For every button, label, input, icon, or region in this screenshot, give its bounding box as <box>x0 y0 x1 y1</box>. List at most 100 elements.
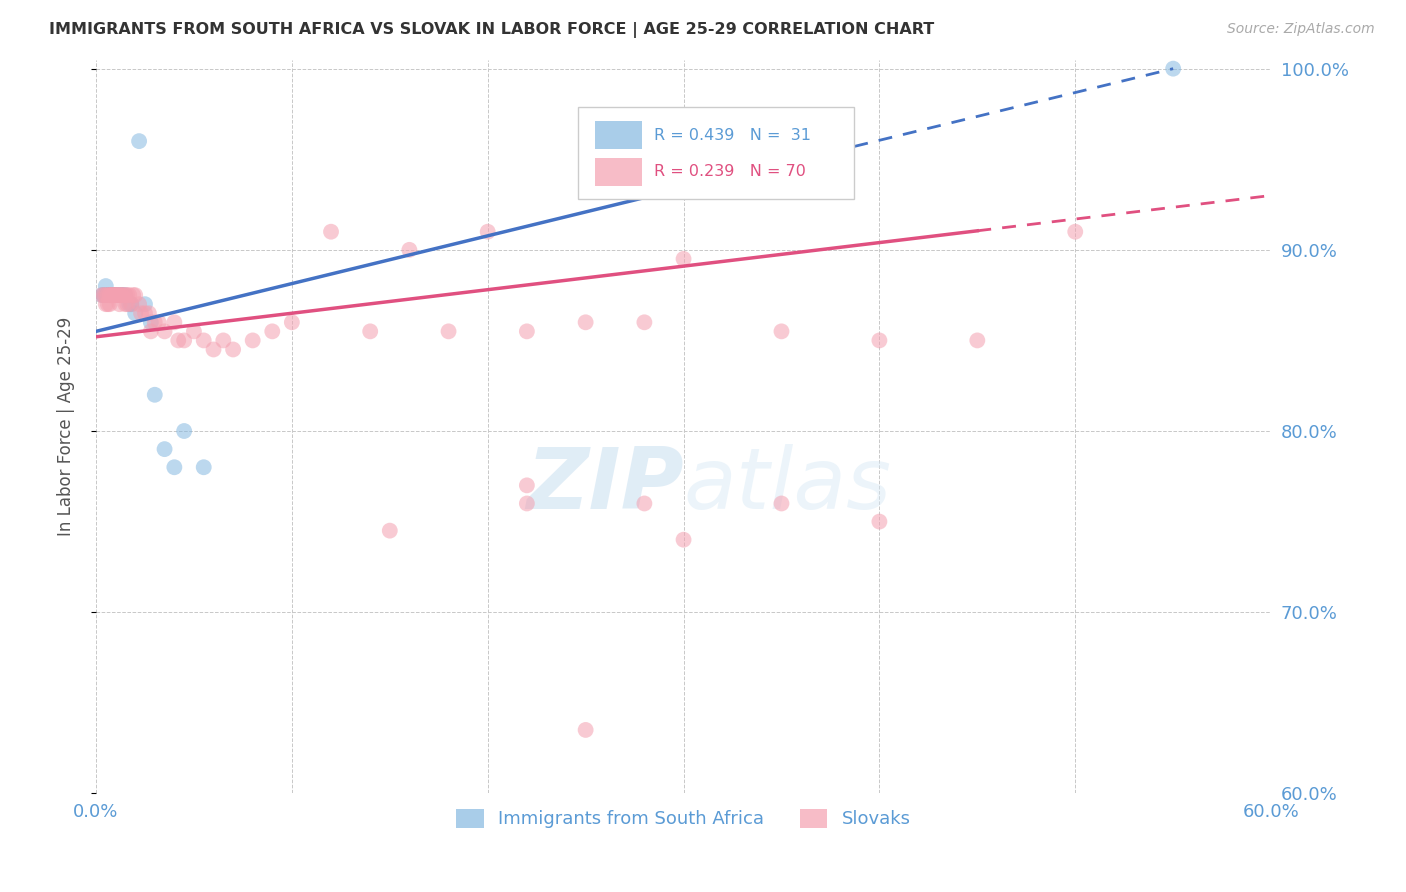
Point <box>107 288 129 302</box>
Point <box>94 297 117 311</box>
Point <box>104 288 127 302</box>
Point <box>868 515 890 529</box>
FancyBboxPatch shape <box>595 158 643 186</box>
Point <box>193 460 215 475</box>
Point <box>242 334 264 348</box>
Point <box>94 288 117 302</box>
FancyBboxPatch shape <box>578 107 853 199</box>
Point <box>94 279 117 293</box>
Point <box>575 315 598 329</box>
Point <box>103 288 125 302</box>
Point <box>633 496 655 510</box>
Point <box>117 288 139 302</box>
Point <box>378 524 401 538</box>
Point <box>138 306 160 320</box>
Text: Source: ZipAtlas.com: Source: ZipAtlas.com <box>1227 22 1375 37</box>
Point <box>118 297 141 311</box>
Point <box>122 288 145 302</box>
Point <box>93 288 115 302</box>
Point <box>100 288 122 302</box>
Point <box>107 288 129 302</box>
Point <box>163 315 186 329</box>
Point <box>633 315 655 329</box>
Point <box>104 288 127 302</box>
Point <box>477 225 499 239</box>
Text: IMMIGRANTS FROM SOUTH AFRICA VS SLOVAK IN LABOR FORCE | AGE 25-29 CORRELATION CH: IMMIGRANTS FROM SOUTH AFRICA VS SLOVAK I… <box>49 22 935 38</box>
Point <box>770 496 793 510</box>
Point <box>108 288 131 302</box>
Point <box>107 288 129 302</box>
Point <box>129 306 152 320</box>
Point <box>1161 62 1184 76</box>
Point <box>98 288 121 302</box>
Point <box>966 334 988 348</box>
Point <box>163 460 186 475</box>
Point <box>98 288 121 302</box>
Point <box>94 288 117 302</box>
Point <box>117 297 139 311</box>
Point <box>222 343 245 357</box>
Point <box>110 288 132 302</box>
Text: ZIP: ZIP <box>526 443 683 526</box>
Point <box>90 288 112 302</box>
Point <box>1064 225 1087 239</box>
Text: R = 0.439   N =  31: R = 0.439 N = 31 <box>654 128 811 143</box>
Point <box>770 324 793 338</box>
Point <box>672 252 695 266</box>
Point <box>173 424 195 438</box>
Point <box>173 334 195 348</box>
Point <box>103 288 125 302</box>
Point <box>120 297 142 311</box>
Point <box>281 315 304 329</box>
Point <box>124 288 146 302</box>
Point <box>112 288 135 302</box>
Point <box>139 315 162 329</box>
Point <box>110 288 132 302</box>
Point <box>97 288 120 302</box>
Point <box>143 388 166 402</box>
Point <box>437 324 460 338</box>
Point <box>110 288 132 302</box>
Point <box>516 478 538 492</box>
Point <box>143 315 166 329</box>
Point <box>148 315 170 329</box>
Point <box>153 324 176 338</box>
Point <box>98 288 121 302</box>
Point <box>212 334 235 348</box>
Point <box>516 496 538 510</box>
Point <box>110 288 132 302</box>
Text: R = 0.239   N = 70: R = 0.239 N = 70 <box>654 164 806 179</box>
Point <box>100 288 122 302</box>
Point <box>104 288 127 302</box>
Point <box>114 297 136 311</box>
Point <box>128 134 150 148</box>
Point <box>120 297 142 311</box>
Point <box>93 288 115 302</box>
Point <box>319 225 342 239</box>
Point <box>108 297 131 311</box>
Point <box>868 334 890 348</box>
Point <box>124 306 146 320</box>
Point <box>516 324 538 338</box>
Point <box>128 297 150 311</box>
Point <box>97 288 120 302</box>
Point <box>100 288 122 302</box>
Text: atlas: atlas <box>683 443 891 526</box>
Point <box>398 243 420 257</box>
FancyBboxPatch shape <box>595 121 643 149</box>
Point <box>114 288 136 302</box>
Point <box>167 334 190 348</box>
Point <box>134 297 156 311</box>
Point <box>118 288 141 302</box>
Point <box>114 288 136 302</box>
Point <box>112 288 135 302</box>
Point <box>97 297 120 311</box>
Point <box>134 306 156 320</box>
Point <box>90 288 112 302</box>
Point <box>98 297 121 311</box>
Point <box>262 324 284 338</box>
Point <box>672 533 695 547</box>
Y-axis label: In Labor Force | Age 25-29: In Labor Force | Age 25-29 <box>58 317 75 536</box>
Point <box>104 288 127 302</box>
Point <box>103 288 125 302</box>
